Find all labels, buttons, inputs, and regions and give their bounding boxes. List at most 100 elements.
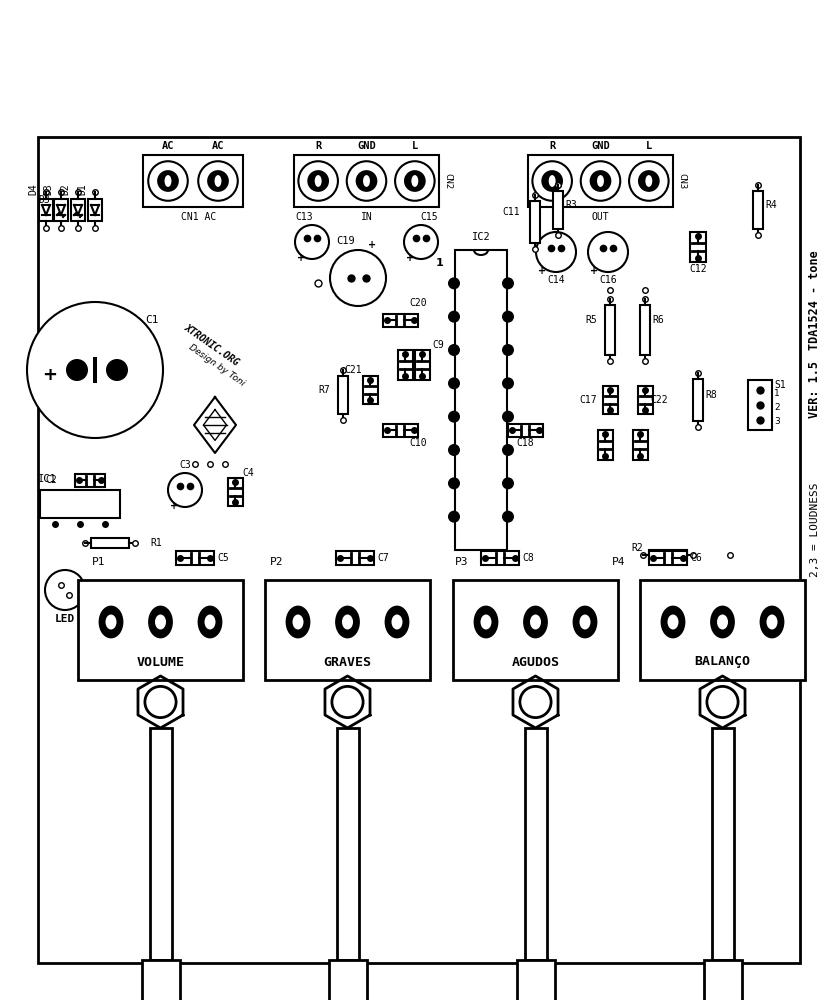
Text: IC2: IC2 (472, 232, 490, 242)
Text: AC: AC (162, 141, 175, 151)
Text: R4: R4 (765, 200, 777, 210)
Text: C15: C15 (420, 212, 438, 222)
Text: C11: C11 (503, 207, 520, 217)
Text: C14: C14 (547, 275, 565, 285)
Bar (640, 305, 650, 355)
Text: 1: 1 (435, 258, 443, 268)
Text: R6: R6 (652, 315, 664, 325)
Text: R5: R5 (585, 315, 597, 325)
Ellipse shape (579, 614, 591, 630)
Text: IN: IN (361, 212, 372, 222)
Text: C3: C3 (179, 460, 191, 470)
Bar (265, 580, 430, 680)
Ellipse shape (597, 175, 604, 187)
Text: CN2: CN2 (443, 173, 452, 189)
Ellipse shape (711, 607, 734, 637)
Ellipse shape (386, 607, 408, 637)
Ellipse shape (337, 607, 358, 637)
Bar (382, 314, 417, 326)
Text: D4: D4 (28, 183, 38, 195)
Bar (71, 199, 85, 221)
Bar (530, 201, 540, 243)
Ellipse shape (363, 175, 370, 187)
Ellipse shape (391, 614, 402, 630)
Bar (453, 580, 618, 680)
Text: 1: 1 (774, 389, 779, 398)
Ellipse shape (199, 607, 221, 637)
Circle shape (404, 225, 438, 259)
Bar (632, 430, 647, 460)
Text: +: + (42, 366, 57, 384)
Text: 2,3 = LOUDNESS: 2,3 = LOUDNESS (810, 483, 820, 577)
Circle shape (588, 232, 628, 272)
Text: R8: R8 (705, 390, 717, 400)
Circle shape (395, 161, 435, 201)
Circle shape (502, 477, 514, 489)
Circle shape (199, 161, 238, 201)
Bar (91, 538, 129, 548)
Text: 3: 3 (774, 418, 779, 426)
Circle shape (330, 250, 386, 306)
Bar (415, 350, 430, 380)
Text: C13: C13 (295, 212, 312, 222)
Text: S1: S1 (774, 380, 786, 390)
Bar (640, 580, 805, 680)
Circle shape (502, 377, 514, 389)
Circle shape (520, 686, 551, 718)
Circle shape (448, 444, 460, 456)
Circle shape (502, 311, 514, 323)
Bar (481, 551, 519, 565)
Circle shape (448, 411, 460, 423)
Ellipse shape (574, 607, 596, 637)
Ellipse shape (662, 607, 684, 637)
Text: D3: D3 (43, 183, 53, 195)
Bar (338, 376, 348, 414)
Circle shape (27, 302, 163, 438)
Text: +: + (297, 253, 305, 263)
Bar (517, 960, 554, 1000)
Bar (605, 305, 615, 355)
Text: C17: C17 (579, 395, 597, 405)
Text: 2: 2 (774, 403, 779, 412)
Circle shape (157, 170, 179, 192)
Circle shape (629, 161, 669, 201)
Ellipse shape (411, 175, 418, 187)
Text: GRAVES: GRAVES (323, 656, 371, 668)
Text: R7: R7 (318, 385, 330, 395)
Circle shape (638, 170, 660, 192)
Text: C18: C18 (516, 438, 534, 448)
Text: C1: C1 (145, 315, 159, 325)
Text: GND: GND (591, 141, 610, 151)
Circle shape (536, 232, 576, 272)
Text: VER: 1.5: VER: 1.5 (809, 361, 822, 418)
Circle shape (448, 377, 460, 389)
Text: C10: C10 (409, 438, 427, 448)
Circle shape (448, 277, 460, 289)
Ellipse shape (717, 614, 728, 630)
Circle shape (707, 686, 738, 718)
Ellipse shape (293, 614, 303, 630)
Text: AC: AC (212, 141, 224, 151)
Text: D3: D3 (38, 195, 50, 205)
Ellipse shape (155, 614, 166, 630)
Text: +: + (368, 240, 376, 250)
Text: C12: C12 (689, 264, 707, 274)
Circle shape (541, 170, 563, 192)
Text: LED: LED (55, 614, 75, 624)
Bar (78, 580, 243, 680)
Ellipse shape (204, 614, 215, 630)
Bar (649, 551, 687, 565)
Text: D2: D2 (60, 183, 70, 195)
Bar (54, 199, 68, 221)
Bar (93, 357, 97, 383)
Text: VOLUME: VOLUME (136, 656, 184, 668)
Ellipse shape (646, 175, 652, 187)
Text: L: L (646, 141, 652, 151)
Circle shape (533, 161, 572, 201)
Text: TDA1524 - tone: TDA1524 - tone (809, 250, 822, 350)
Text: +: + (538, 266, 546, 276)
Circle shape (207, 170, 229, 192)
Bar (75, 474, 105, 487)
Bar (176, 551, 214, 565)
Bar (337, 728, 358, 960)
